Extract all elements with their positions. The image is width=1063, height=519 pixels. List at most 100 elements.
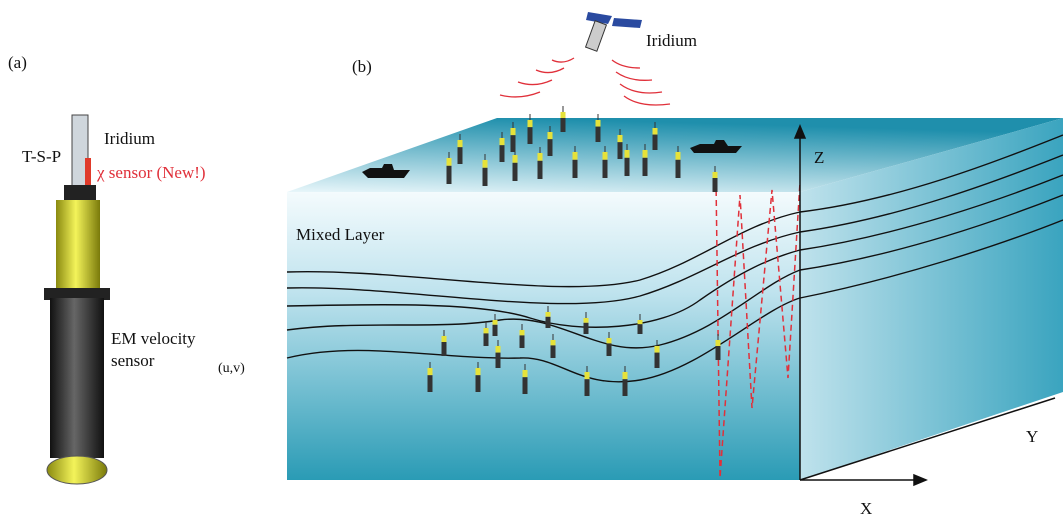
float-body [618,142,623,159]
float-top [638,320,643,324]
float-top [500,138,505,145]
float-body [528,127,533,144]
float-top [551,340,556,345]
float-body [623,379,628,396]
float-body [458,147,463,164]
float-top [484,328,489,333]
float-body [493,325,498,336]
em-sensor-body [50,298,104,458]
float-body [638,324,643,334]
float-top [713,172,718,178]
wave [500,92,540,97]
wave [612,60,640,68]
float-top [483,160,488,168]
float-top [603,152,608,160]
float-top [458,140,463,147]
float-body [442,342,447,356]
tsp-label: T-S-P [22,147,61,166]
float-body [625,158,630,176]
wave [518,80,552,85]
signal-waves [500,58,670,105]
float-top [511,128,516,135]
base [47,456,107,484]
float-top [625,150,630,158]
float-body [523,377,528,394]
float-body [716,346,721,360]
wave [620,84,662,93]
wave [616,72,652,80]
float-top [573,152,578,160]
diagram: (a) Iridium T-S-P χ sensor (New!) EM vel… [0,0,1063,519]
float-body [551,345,556,358]
float-top [716,340,721,346]
float-body [713,178,718,192]
float-top [548,132,553,139]
arrowhead [914,475,926,485]
float-body [653,135,658,150]
panel-label: (b) [352,57,372,76]
float-top [653,128,658,135]
float-top [607,338,612,343]
float-body [585,379,590,396]
float-top [584,318,589,323]
solar-panel [612,18,642,28]
iridium-label: Iridium [104,129,155,148]
em-label: EM velocity [111,329,196,348]
wave [552,58,574,62]
float-top [643,150,648,158]
satellite [586,12,642,51]
axis-label: Y [1026,427,1038,446]
float [561,106,566,132]
float-body [655,353,660,368]
float-body [428,375,433,392]
float-top [447,158,452,166]
em-label: sensor [111,351,155,370]
float-body [500,145,505,162]
float-body [643,158,648,176]
float-top [493,320,498,325]
figure: (a) Iridium T-S-P χ sensor (New!) EM vel… [0,0,1063,519]
float-top [513,155,518,163]
float-body [476,375,481,392]
float-body [548,139,553,156]
float-body [607,343,612,356]
float-top [546,312,551,317]
float-top [585,372,590,379]
cap [64,185,96,201]
float-top [428,368,433,375]
iridium-label: Iridium [646,31,697,50]
axis-label: X [860,499,872,518]
float-body [584,323,589,334]
float-body [603,160,608,178]
float-top [561,112,566,118]
float-top [676,152,681,160]
axis-label: Z [814,148,824,167]
float-body [573,160,578,178]
float-top [596,120,601,127]
float-top [442,336,447,342]
float-top [523,370,528,377]
float-body [546,317,551,328]
float-body [513,163,518,181]
float-top [496,346,501,353]
float-body [538,161,543,179]
float-top [618,135,623,142]
float-body [447,166,452,184]
float-body [596,127,601,142]
panel-label: (a) [8,53,27,72]
float-body [484,333,489,346]
float-top [623,372,628,379]
chi-sensor-label: χ sensor (New!) [96,163,206,182]
wave [624,96,670,105]
float-body [520,335,525,348]
float-top [528,120,533,127]
float-body [496,353,501,368]
float-body [561,118,566,132]
satellite-body [586,21,607,51]
mixed-layer-label: Mixed Layer [296,225,385,244]
float-top [476,368,481,375]
float-body [483,168,488,186]
float-body [676,160,681,178]
yellow-hull [56,200,100,292]
wave [536,68,564,73]
